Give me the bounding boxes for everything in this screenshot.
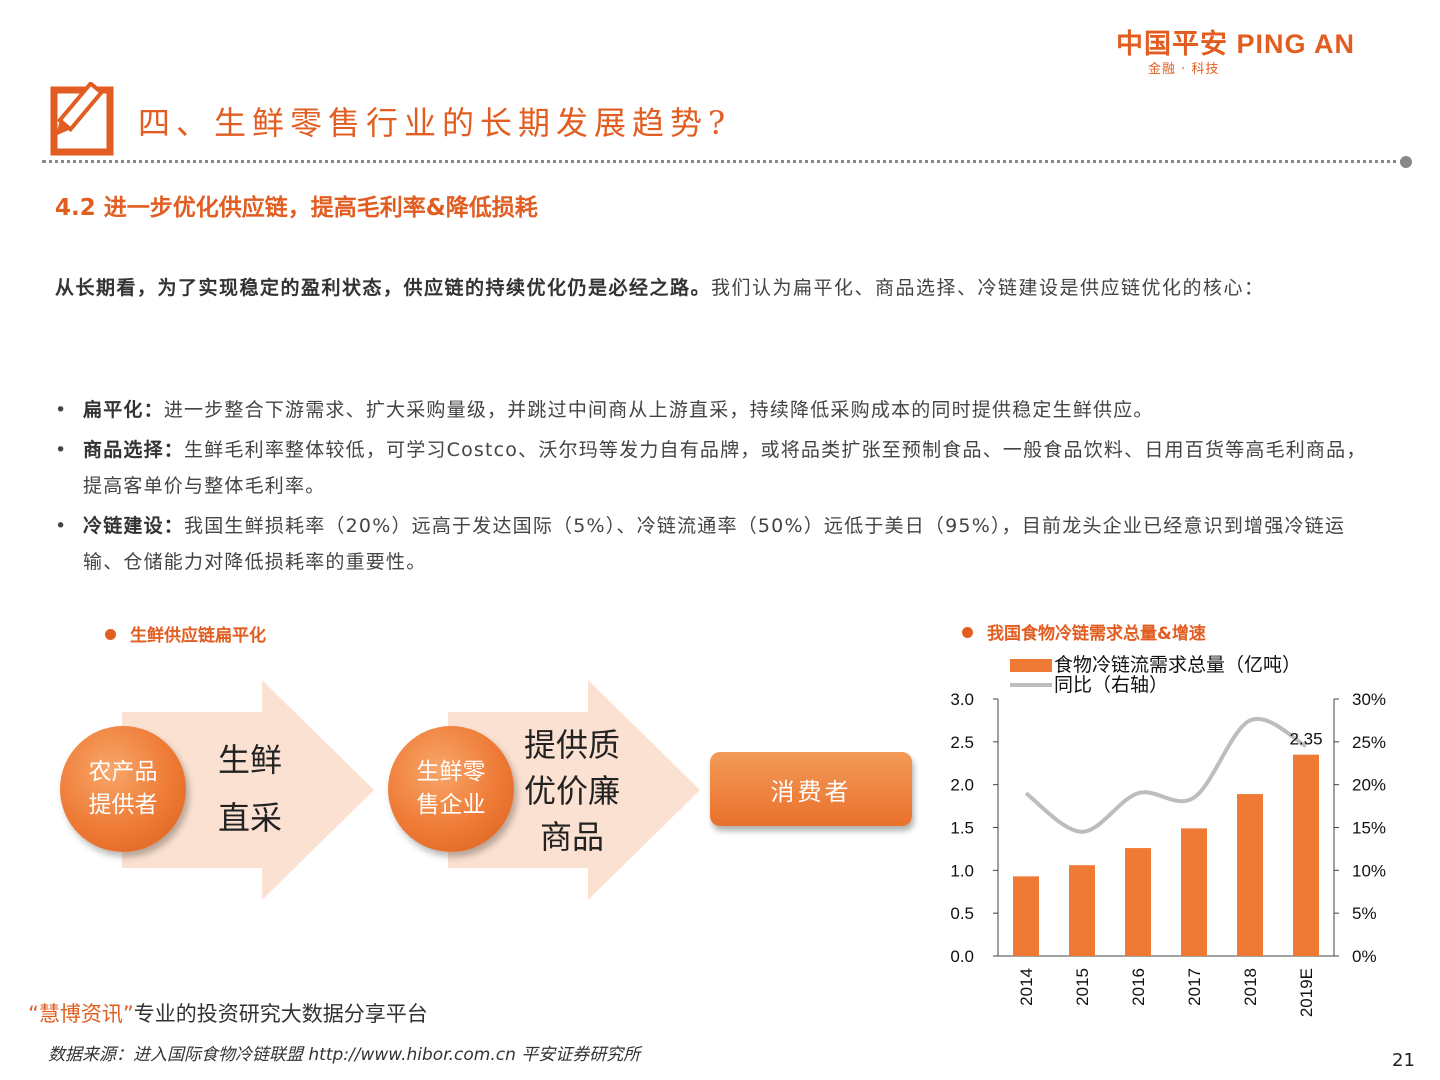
y-tick-label: 2.5	[950, 733, 974, 752]
company-slogan: 金融 · 科技	[1148, 62, 1220, 77]
section-title: 4.2 进一步优化供应链，提高毛利率&降低损耗	[55, 195, 538, 221]
watermark: “慧博资讯”专业的投资研究大数据分享平台	[28, 1002, 428, 1026]
intro-bold: 从长期看，为了实现稳定的盈利状态，供应链的持续优化仍是必经之路。	[55, 277, 712, 299]
legend-bar-swatch	[1010, 659, 1052, 672]
y2-tick-label: 20%	[1352, 776, 1386, 795]
bar-2019E	[1293, 754, 1319, 956]
bar-2014	[1013, 876, 1039, 956]
divider-end-dot	[1400, 156, 1412, 168]
bullet-dot-icon	[962, 627, 973, 638]
intro-normal: 我们认为扁平化、商品选择、冷链建设是供应链优化的核心：	[711, 277, 1265, 299]
legend-line-label: 同比（右轴）	[1054, 674, 1168, 696]
list-item: 冷链建设：我国生鲜损耗率（20%）远高于发达国际（5%）、冷链流通率（50%）远…	[55, 508, 1385, 580]
edit-pencil-icon	[50, 82, 114, 156]
diagram-title: 生鲜供应链扁平化	[105, 621, 266, 646]
page-number: 21	[1392, 1050, 1415, 1071]
legend-bar-label: 食物冷链流需求总量（亿吨）	[1054, 654, 1301, 676]
x-tick-label: 2014	[1017, 968, 1036, 1006]
flow-arrow-2	[448, 680, 700, 900]
list-item: 商品选择：生鲜毛利率整体较低，可学习Costco、沃尔玛等发力自有品牌，或将品类…	[55, 432, 1385, 504]
bar-2017	[1181, 828, 1207, 956]
bar-2015	[1069, 865, 1095, 956]
bullet-dot-icon	[105, 629, 116, 640]
list-item: 扁平化：进一步整合下游需求、扩大采购量级，并跳过中间商从上游直采，持续降低采购成…	[55, 392, 1385, 428]
strategy-list: 扁平化：进一步整合下游需求、扩大采购量级，并跳过中间商从上游直采，持续降低采购成…	[55, 392, 1385, 584]
chart-legend: 食物冷链流需求总量（亿吨） 同比（右轴）	[1010, 654, 1301, 696]
bullet-text: 我国生鲜损耗率（20%）远高于发达国际（5%）、冷链流通率（50%）远低于美日（…	[83, 515, 1346, 573]
page-title: 四、生鲜零售行业的长期发展趋势?	[138, 104, 732, 142]
y2-tick-label: 15%	[1352, 819, 1386, 838]
bullet-term: 扁平化：	[83, 399, 164, 421]
x-tick-label: 2016	[1129, 968, 1148, 1006]
bullet-text: 进一步整合下游需求、扩大采购量级，并跳过中间商从上游直采，持续降低采购成本的同时…	[163, 399, 1154, 421]
flow-arrow-1	[122, 680, 374, 900]
y2-tick-label: 10%	[1352, 861, 1386, 880]
node-consumer: 消费者	[710, 752, 912, 826]
step-quality-goods: 提供质 优价廉 商品	[523, 726, 620, 856]
step-direct-sourcing: 生鲜 直采	[217, 741, 282, 837]
y-tick-label: 2.0	[950, 776, 974, 795]
y2-tick-label: 30%	[1352, 690, 1386, 709]
x-tick-label: 2017	[1185, 968, 1204, 1006]
growth-line	[1024, 716, 1308, 834]
header-divider	[42, 160, 1404, 163]
data-label: 2.35	[1289, 730, 1322, 749]
x-tick-label: 2019E	[1297, 968, 1316, 1017]
node-fresh-retailer: 生鲜零 售企业	[388, 726, 514, 852]
bullet-term: 冷链建设：	[83, 515, 185, 537]
company-logo: 中国平安 PING AN	[1116, 29, 1356, 59]
y2-tick-label: 25%	[1352, 733, 1386, 752]
y2-tick-label: 5%	[1352, 904, 1377, 923]
y2-tick-label: 0%	[1352, 947, 1377, 966]
y-tick-label: 1.5	[950, 819, 974, 838]
bar-2018	[1237, 794, 1263, 956]
x-tick-label: 2018	[1241, 968, 1260, 1006]
node-farm-producer: 农产品 提供者	[60, 726, 186, 852]
bar-2016	[1125, 848, 1151, 956]
chart-title: 我国食物冷链需求总量&增速	[962, 619, 1206, 644]
y-tick-label: 0.0	[950, 947, 974, 966]
bullet-term: 商品选择：	[83, 439, 185, 461]
x-tick-label: 2015	[1073, 968, 1092, 1006]
y-tick-label: 1.0	[950, 861, 974, 880]
y-tick-label: 0.5	[950, 904, 974, 923]
cold-chain-chart: 食物冷链流需求总量（亿吨） 同比（右轴） 0.0 0.5 1.0 1.5 2.0 2.5 3…	[950, 654, 1386, 1017]
y-tick-label: 3.0	[950, 690, 974, 709]
intro-paragraph: 从长期看，为了实现稳定的盈利状态，供应链的持续优化仍是必经之路。我们认为扁平化、…	[55, 270, 1385, 306]
bullet-text: 生鲜毛利率整体较低，可学习Costco、沃尔玛等发力自有品牌，或将品类扩张至预制…	[83, 439, 1367, 497]
source-footnote: 数据来源：进入国际食物冷链联盟 http://www.hibor.com.cn …	[48, 1045, 641, 1065]
